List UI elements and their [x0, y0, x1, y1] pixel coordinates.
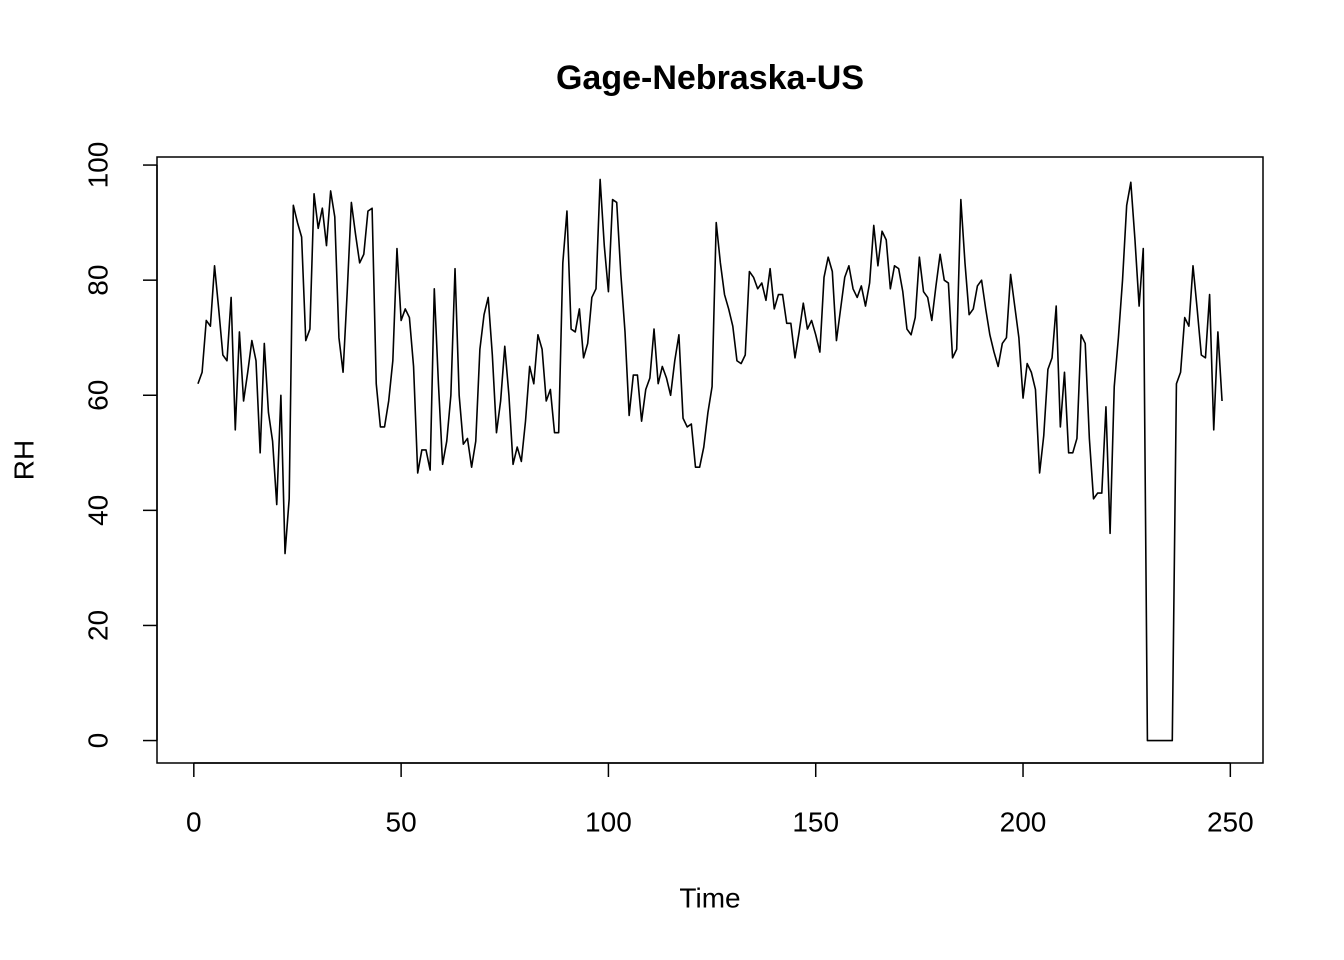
y-axis-label: RH	[8, 440, 39, 480]
x-tick-label: 0	[186, 806, 202, 837]
x-tick-label: 250	[1207, 806, 1254, 837]
y-tick-label: 100	[82, 142, 113, 189]
y-tick-label: 0	[82, 733, 113, 749]
x-axis-label: Time	[679, 882, 740, 913]
y-tick-label: 60	[82, 380, 113, 411]
plot-box	[156, 156, 1264, 764]
x-tick-label: 150	[792, 806, 839, 837]
data-line	[197, 178, 1223, 742]
x-tick-label: 200	[1000, 806, 1047, 837]
y-tick-label: 40	[82, 495, 113, 526]
x-tick-label: 100	[585, 806, 632, 837]
y-tick-label: 20	[82, 610, 113, 641]
y-tick-label: 80	[82, 265, 113, 296]
chart-title: Gage-Nebraska-US	[556, 59, 864, 97]
x-tick-label: 50	[386, 806, 417, 837]
